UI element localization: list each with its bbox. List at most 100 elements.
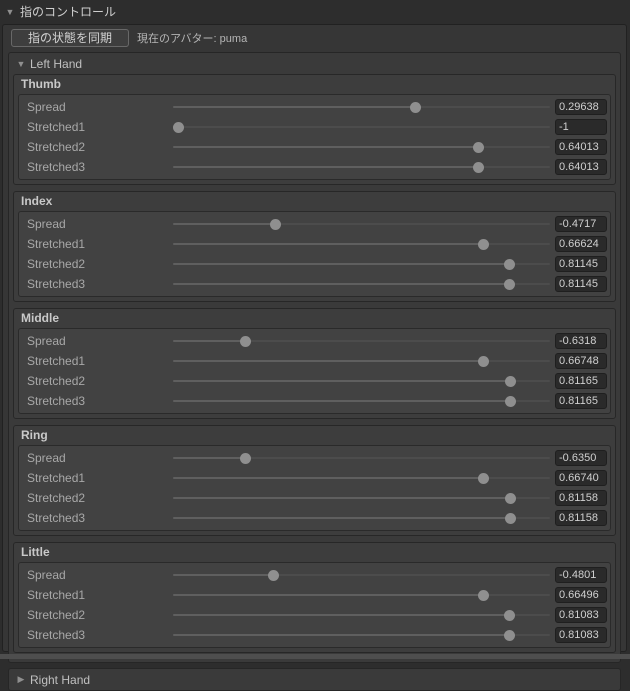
right-hand-group: ▶ Right Hand	[8, 668, 621, 691]
param-row: Stretched1 0.66496	[19, 585, 610, 605]
param-slider[interactable]	[173, 351, 550, 371]
param-label: Stretched2	[27, 140, 86, 154]
window-foldout-arrow-icon[interactable]: ▼	[5, 6, 15, 17]
slider-handle-icon[interactable]	[504, 493, 516, 504]
finger-params-box: Spread 0.29638 Stretched1 -1 Stretched2 …	[18, 94, 611, 180]
param-slider[interactable]	[173, 391, 550, 411]
param-value-field[interactable]: 0.81145	[555, 276, 607, 292]
param-value-field[interactable]: 0.64013	[555, 139, 607, 155]
param-slider[interactable]	[173, 468, 550, 488]
slider-handle-icon[interactable]	[410, 102, 422, 113]
window-header: ▼ 指のコントロール	[0, 0, 630, 23]
slider-handle-icon[interactable]	[269, 219, 281, 230]
left-hand-foldout[interactable]: ▼ Left Hand	[9, 53, 620, 74]
fingers-container: Thumb Spread 0.29638 Stretched1 -1 Stret…	[9, 74, 620, 653]
slider-fill	[173, 457, 245, 459]
param-value-field[interactable]: 0.81165	[555, 373, 607, 389]
param-value-field[interactable]: -1	[555, 119, 607, 135]
slider-fill	[173, 574, 274, 576]
param-row: Stretched3 0.81165	[19, 391, 610, 411]
param-row: Stretched3 0.81083	[19, 625, 610, 645]
param-row: Stretched1 0.66740	[19, 468, 610, 488]
param-slider[interactable]	[173, 625, 550, 645]
param-slider[interactable]	[173, 157, 550, 177]
param-slider[interactable]	[173, 488, 550, 508]
param-value-field[interactable]: 0.64013	[555, 159, 607, 175]
param-slider[interactable]	[173, 565, 550, 585]
finger-section-title: Little	[21, 545, 50, 559]
slider-handle-icon[interactable]	[478, 356, 490, 367]
param-value-field[interactable]: 0.81145	[555, 256, 607, 272]
param-slider[interactable]	[173, 214, 550, 234]
slider-handle-icon[interactable]	[240, 336, 252, 347]
param-label: Stretched3	[27, 394, 86, 408]
slider-track[interactable]	[173, 223, 550, 225]
param-slider[interactable]	[173, 234, 550, 254]
slider-handle-icon[interactable]	[504, 259, 516, 270]
param-value-field[interactable]: 0.66740	[555, 470, 607, 486]
param-label: Spread	[27, 217, 66, 231]
param-label: Spread	[27, 451, 66, 465]
param-slider[interactable]	[173, 331, 550, 351]
param-value-field[interactable]: -0.6318	[555, 333, 607, 349]
slider-handle-icon[interactable]	[473, 162, 485, 173]
param-row: Stretched2 0.81158	[19, 488, 610, 508]
slider-handle-icon[interactable]	[239, 453, 251, 464]
param-slider[interactable]	[173, 605, 550, 625]
param-value-field[interactable]: 0.66748	[555, 353, 607, 369]
param-value-field[interactable]: 0.81083	[555, 627, 607, 643]
slider-handle-icon[interactable]	[504, 279, 516, 290]
slider-track[interactable]	[173, 574, 550, 576]
slider-track[interactable]	[173, 126, 550, 128]
param-value-field[interactable]: 0.81158	[555, 510, 607, 526]
slider-handle-icon[interactable]	[504, 513, 516, 524]
param-slider[interactable]	[173, 117, 550, 137]
param-label: Stretched2	[27, 257, 86, 271]
param-row: Stretched2 0.81145	[19, 254, 610, 274]
param-row: Spread 0.29638	[19, 97, 610, 117]
param-value-field[interactable]: -0.6350	[555, 450, 607, 466]
param-value-field[interactable]: 0.66624	[555, 236, 607, 252]
slider-handle-icon[interactable]	[473, 142, 485, 153]
param-slider[interactable]	[173, 585, 550, 605]
param-slider[interactable]	[173, 448, 550, 468]
param-value-field[interactable]: -0.4801	[555, 567, 607, 583]
slider-fill	[173, 243, 483, 245]
slider-handle-icon[interactable]	[478, 473, 490, 484]
param-slider[interactable]	[173, 137, 550, 157]
param-value-field[interactable]: 0.81083	[555, 607, 607, 623]
param-row: Stretched2 0.81165	[19, 371, 610, 391]
param-value-field[interactable]: 0.29638	[555, 99, 607, 115]
param-value-field[interactable]: 0.81165	[555, 393, 607, 409]
right-hand-foldout[interactable]: ▶ Right Hand	[9, 669, 620, 690]
slider-fill	[173, 594, 483, 596]
param-slider[interactable]	[173, 97, 550, 117]
param-value-field[interactable]: 0.81158	[555, 490, 607, 506]
param-value-field[interactable]: -0.4717	[555, 216, 607, 232]
param-row: Spread -0.6318	[19, 331, 610, 351]
param-label: Stretched3	[27, 277, 86, 291]
slider-handle-icon[interactable]	[477, 239, 489, 250]
param-label: Stretched3	[27, 628, 86, 642]
slider-fill	[173, 360, 484, 362]
bottom-strip	[0, 654, 630, 659]
slider-handle-icon[interactable]	[477, 590, 489, 601]
slider-fill	[173, 283, 510, 285]
slider-handle-icon[interactable]	[504, 610, 516, 621]
finger-params-box: Spread -0.6318 Stretched1 0.66748 Stretc…	[18, 328, 611, 414]
slider-handle-icon[interactable]	[268, 570, 280, 581]
param-slider[interactable]	[173, 274, 550, 294]
slider-handle-icon[interactable]	[504, 630, 516, 641]
param-value-field[interactable]: 0.66496	[555, 587, 607, 603]
slider-track[interactable]	[173, 457, 550, 459]
slider-track[interactable]	[173, 340, 550, 342]
slider-handle-icon[interactable]	[504, 396, 516, 407]
param-slider[interactable]	[173, 508, 550, 528]
slider-handle-icon[interactable]	[504, 376, 516, 387]
sync-finger-state-button[interactable]: 指の状態を同期	[11, 29, 129, 47]
param-row: Spread -0.6350	[19, 448, 610, 468]
param-slider[interactable]	[173, 371, 550, 391]
slider-handle-icon[interactable]	[173, 122, 184, 133]
param-slider[interactable]	[173, 254, 550, 274]
finger-section-title: Index	[21, 194, 53, 208]
